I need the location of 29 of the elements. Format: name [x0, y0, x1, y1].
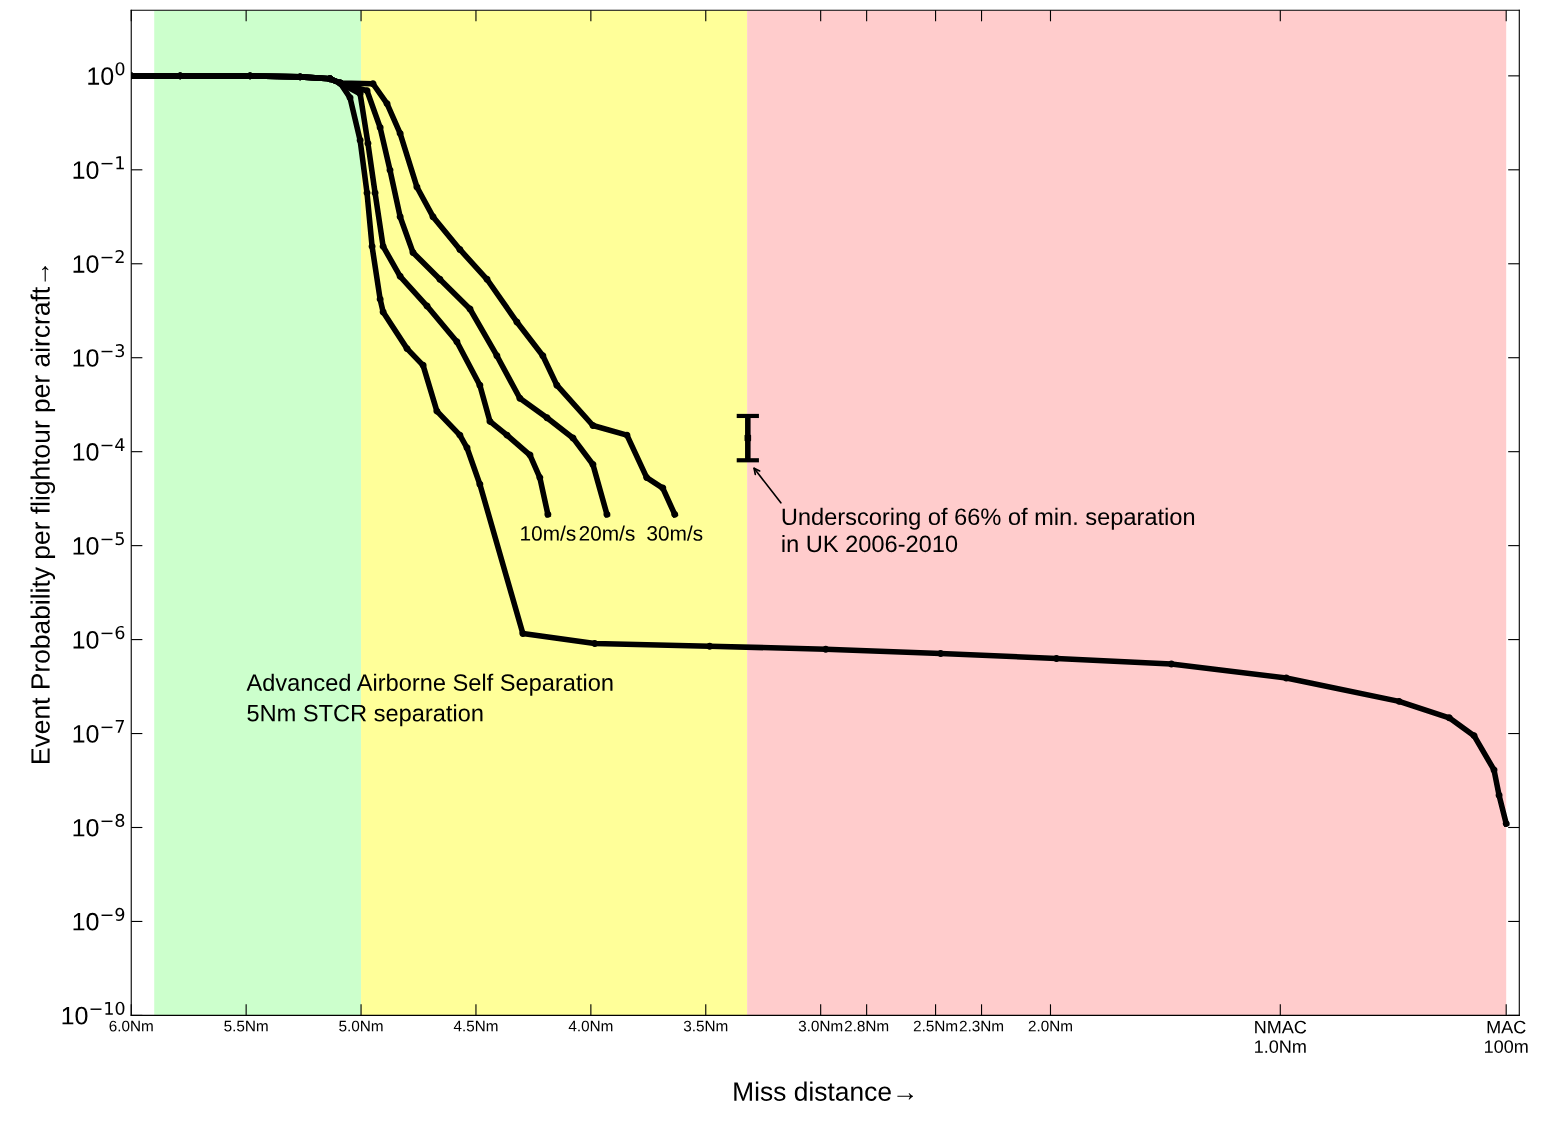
y-tick-label: 10$^{−5}$	[73, 532, 124, 555]
x-tick-label: 3.0Nm	[798, 1020, 843, 1032]
series-label: 10m/s	[521, 525, 576, 541]
x-tick-label: 4.0Nm	[568, 1020, 613, 1032]
x-tick-label: MAC 100m	[1484, 1020, 1528, 1053]
x-tick-label: 5.0Nm	[339, 1020, 383, 1032]
series-label: 20m/s	[579, 525, 635, 541]
x-tick-label: 2.8Nm	[844, 1020, 889, 1032]
x-tick-label: 3.5Nm	[683, 1020, 728, 1032]
y-tick-label: 10$^{−6}$	[73, 625, 125, 649]
series-label: 30m/s	[647, 525, 703, 541]
y-tick-label: 10$^{−1}$	[73, 156, 124, 179]
y-tick-label: 10$^{−2}$	[73, 250, 124, 273]
x-tick-label: 2.3Nm	[959, 1020, 1004, 1032]
annotation: Underscoring of 66% of min. separation in UK 2006-2010	[782, 507, 1195, 553]
x-tick-label: NMAC 1.0Nm	[1255, 1020, 1307, 1053]
annotation: Advanced Airborne Self Separation 5Nm STCR separation	[246, 673, 613, 727]
y-tick-label: 10$^{−3}$	[73, 344, 125, 367]
y-tick-label: 10$^{−9}$	[73, 907, 125, 931]
x-tick-label: 2.5Nm	[913, 1020, 958, 1032]
y-tick-label: 10$^{−8}$	[73, 813, 125, 837]
x-tick-label: 4.5Nm	[453, 1020, 498, 1032]
y-tick-label: 10$^{0}$	[88, 62, 125, 85]
x-tick-label: 2.0Nm	[1028, 1020, 1072, 1032]
x-tick-label: 5.5Nm	[224, 1020, 268, 1032]
y-tick-label: 10$^{−4}$	[73, 438, 125, 461]
y-tick-label: 10$^{−7}$	[73, 720, 124, 743]
x-axis-title: Miss distance→	[734, 1081, 914, 1101]
y-axis-title: Event Probability per flightour per aircraft→	[30, 265, 56, 763]
